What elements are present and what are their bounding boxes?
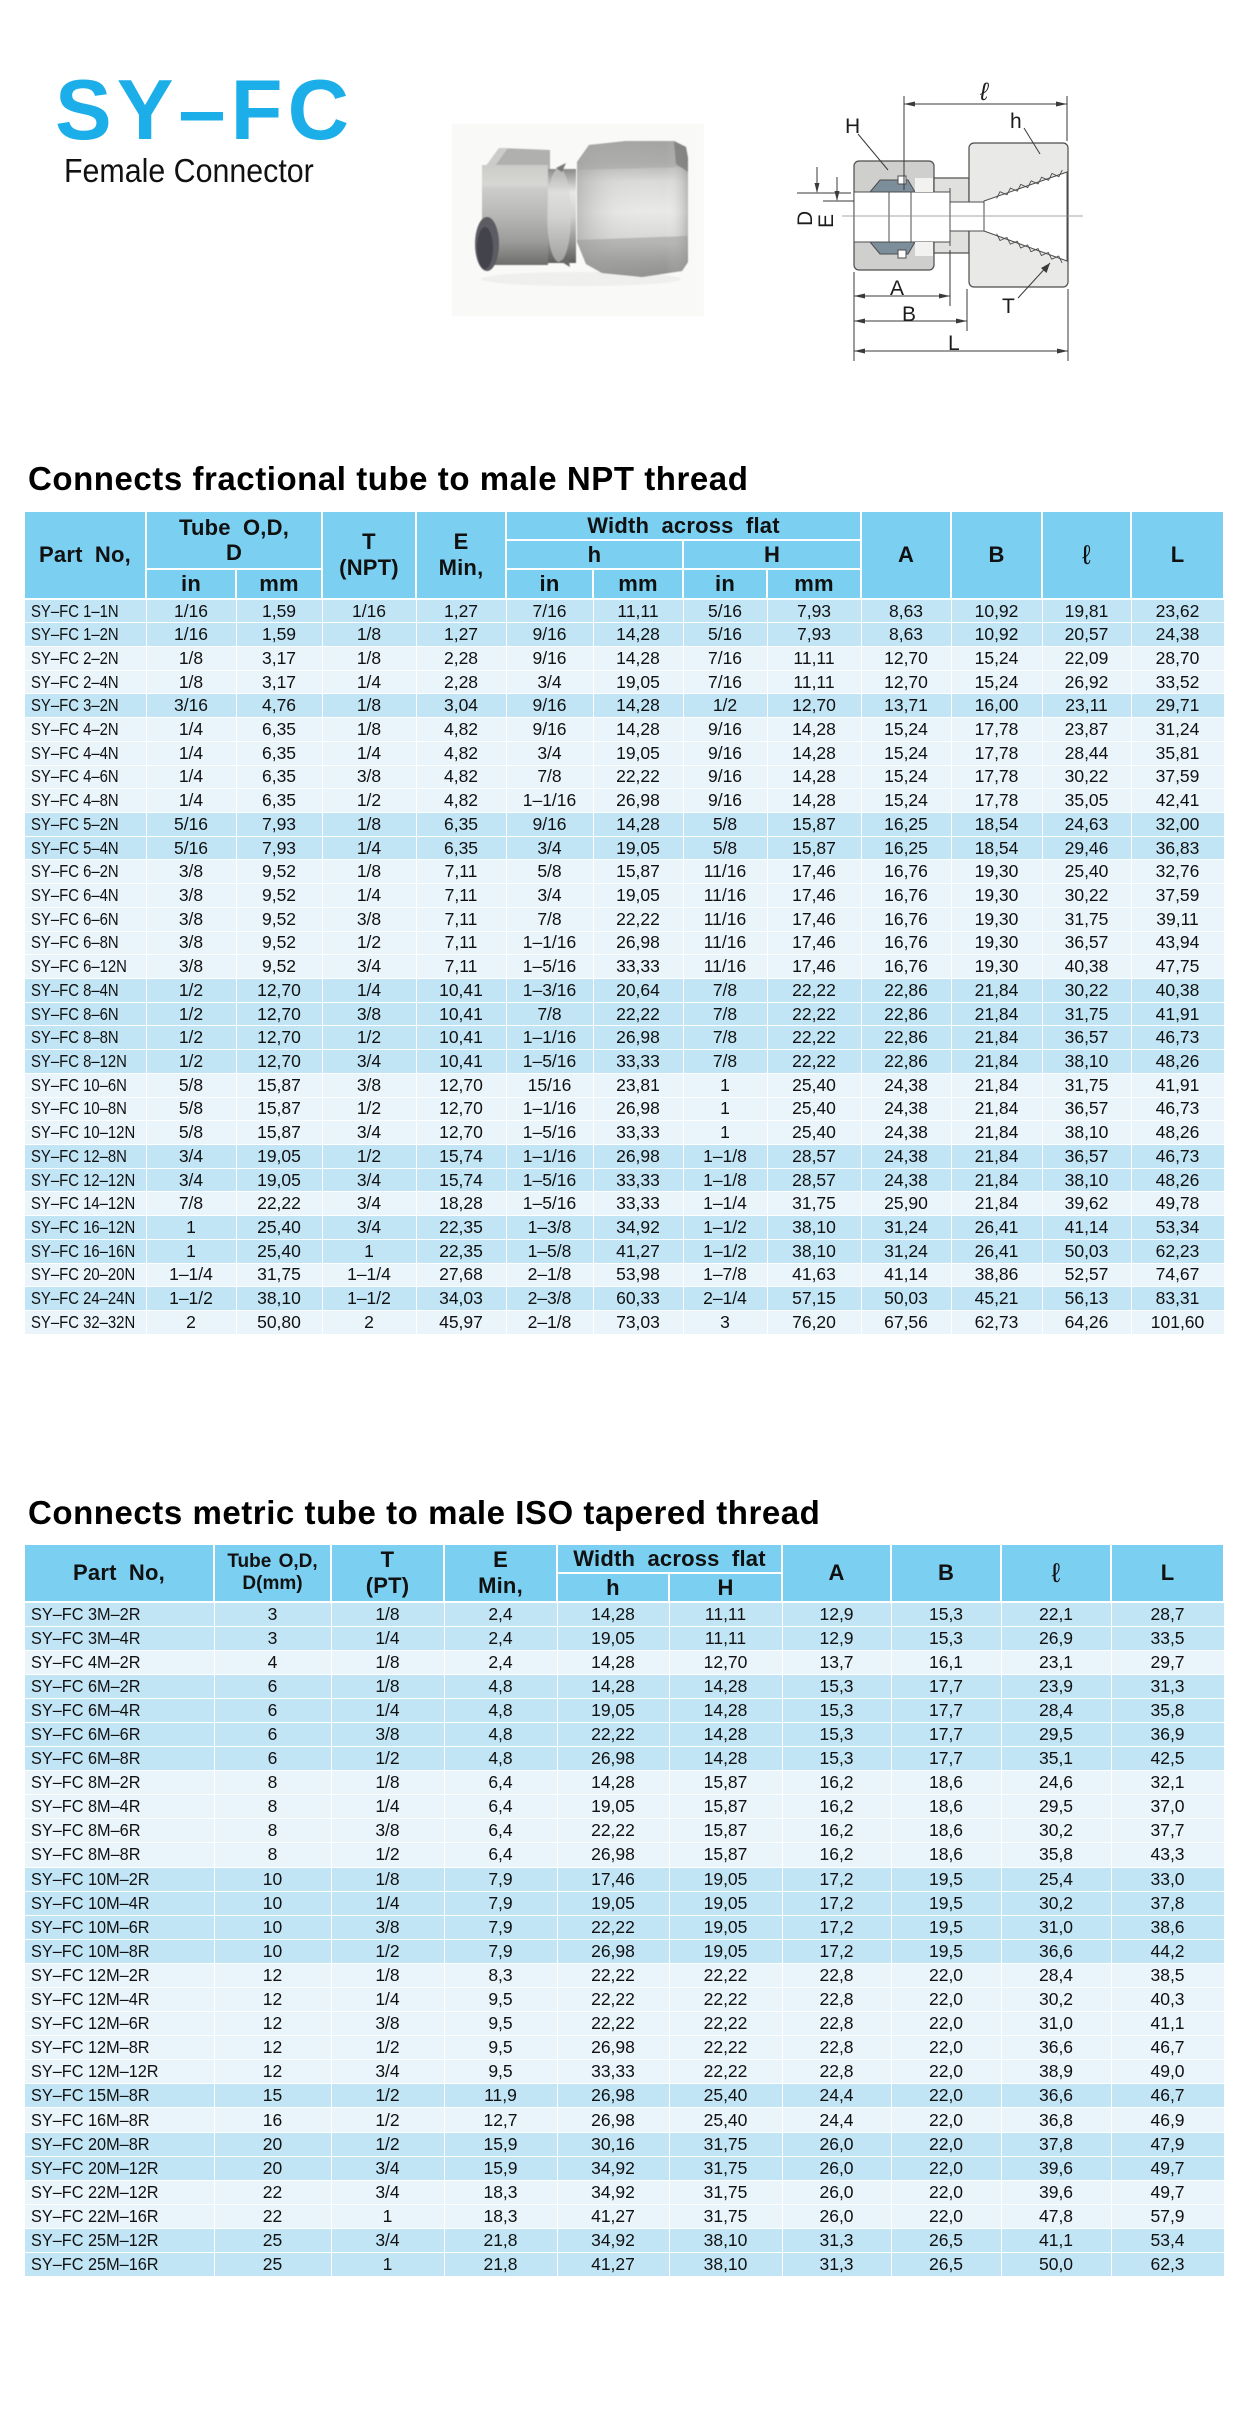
svg-text:D: D: [794, 211, 817, 226]
svg-text:E: E: [815, 214, 838, 228]
svg-text:T: T: [1002, 295, 1015, 318]
svg-text:ℓ: ℓ: [979, 78, 989, 106]
svg-text:H: H: [845, 115, 860, 138]
svg-text:L: L: [948, 332, 960, 355]
svg-text:h: h: [1010, 110, 1022, 133]
svg-text:A: A: [890, 277, 904, 300]
svg-text:B: B: [902, 303, 916, 326]
